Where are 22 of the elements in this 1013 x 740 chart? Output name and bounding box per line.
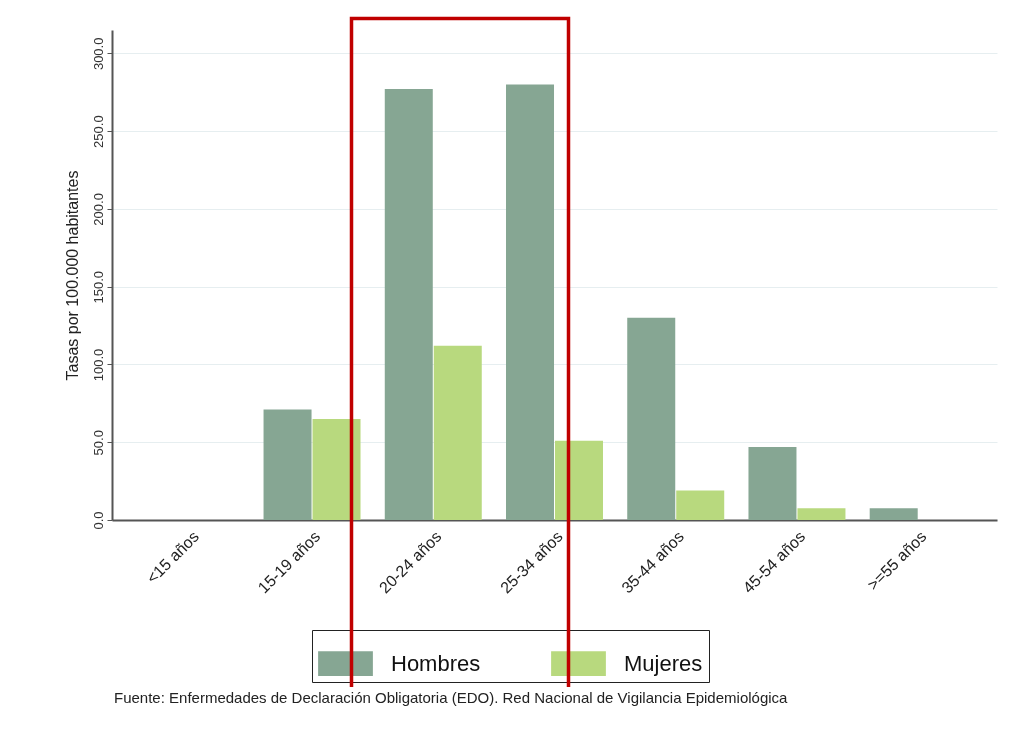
bar — [748, 446, 797, 520]
y-tick-label: 0.0 — [90, 511, 106, 530]
bar — [627, 317, 676, 520]
bar — [676, 490, 725, 520]
y-tick-label: 50.0 — [90, 430, 106, 456]
bar — [869, 508, 918, 520]
y-tick-label: 150.0 — [90, 270, 106, 304]
legend-label: Mujeres — [624, 650, 703, 676]
y-tick-label: 200.0 — [90, 193, 106, 226]
bar — [433, 345, 482, 520]
bar — [384, 89, 433, 520]
bar — [263, 409, 312, 520]
y-axis-title: Tasas por 100.000 habitantes — [63, 170, 81, 381]
y-tick-label: 100.0 — [90, 348, 106, 382]
bar — [797, 508, 846, 520]
bar — [312, 418, 361, 520]
bar — [554, 440, 603, 520]
source-note: Fuente: Enfermedades de Declaración Obligatoria (EDO). Red Nacional de Vigilancia Epidemiológica — [114, 688, 789, 706]
legend-label: Hombres — [391, 650, 481, 676]
y-tick-label: 250.0 — [90, 115, 106, 148]
bar — [506, 84, 555, 520]
y-tick-label: 300.0 — [90, 37, 106, 71]
